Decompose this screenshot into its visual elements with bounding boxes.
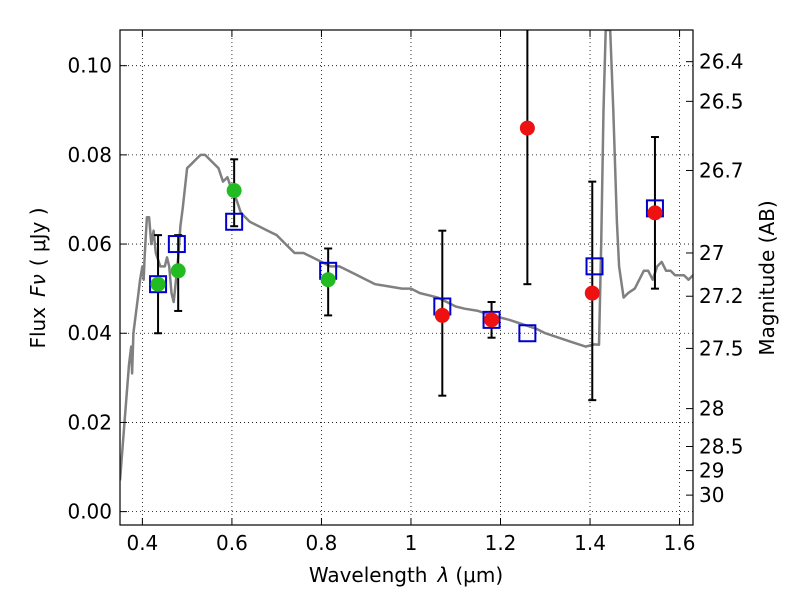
- y2-tick-label: 26.4: [699, 50, 744, 74]
- x-label-unit: (μm): [455, 563, 503, 587]
- x-label-text: Wavelength: [309, 563, 428, 587]
- observed-infrared-point: [647, 205, 663, 221]
- observed-optical-point: [150, 276, 166, 292]
- y2-axis-label: Magnitude (AB): [755, 200, 779, 355]
- y-label-unit: ( μJy ): [26, 207, 50, 266]
- grid: [120, 30, 693, 525]
- y-tick-label: 0.02: [67, 410, 112, 434]
- y-label-symbol: Fν: [26, 274, 50, 297]
- observed-optical-point: [226, 183, 242, 199]
- observed-infrared-point: [584, 285, 600, 301]
- y-tick-label: 0.08: [67, 143, 112, 167]
- model-spectrum-line: [120, 30, 693, 481]
- observed-infrared-point: [519, 120, 535, 136]
- observed-infrared-point: [434, 307, 450, 323]
- x-label-symbol: λ: [437, 563, 450, 587]
- x-tick-label: 0.8: [306, 531, 338, 555]
- y-tick-label: 0.10: [67, 54, 112, 78]
- x-tick-label: 0.6: [216, 531, 248, 555]
- y2-tick-label: 30: [699, 483, 724, 507]
- x-tick-label: 1.4: [574, 531, 606, 555]
- y2-tick-label: 26.5: [699, 89, 744, 113]
- model-photometry-square: [225, 212, 244, 231]
- y-axis-label: Flux Fν ( μJy ): [26, 207, 50, 348]
- observed-infrared-point: [484, 312, 500, 328]
- x-tick-label: 1.2: [485, 531, 517, 555]
- y-tick-label: 0.04: [67, 321, 112, 345]
- x-tick-label: 1: [405, 531, 418, 555]
- y2-tick-label: 27.2: [699, 284, 744, 308]
- model-photometry-square: [585, 257, 604, 276]
- model-photometry-square: [482, 310, 501, 329]
- plot-frame: [119, 29, 694, 526]
- x-tick-label: 0.4: [126, 531, 158, 555]
- y-tick-label: 0.00: [67, 500, 112, 524]
- y-label-text: Flux: [26, 307, 50, 349]
- x-tick-label: 1.6: [664, 531, 696, 555]
- y-tick-label: 0.06: [67, 232, 112, 256]
- observed-optical-point: [320, 272, 336, 288]
- observed-optical-point: [170, 263, 186, 279]
- y2-tick-label: 27.5: [699, 336, 744, 360]
- y2-tick-label: 26.7: [699, 158, 744, 182]
- y2-tick-label: 28: [699, 397, 724, 421]
- y2-tick-label: 27: [699, 241, 724, 265]
- x-axis-label: Wavelength λ (μm): [309, 563, 503, 587]
- y2-tick-label: 28.5: [699, 435, 744, 459]
- model-photometry-square: [167, 235, 186, 254]
- y2-tick-label: 29: [699, 459, 724, 483]
- model-photometry-square: [149, 275, 168, 294]
- model-photometry-square: [518, 324, 537, 343]
